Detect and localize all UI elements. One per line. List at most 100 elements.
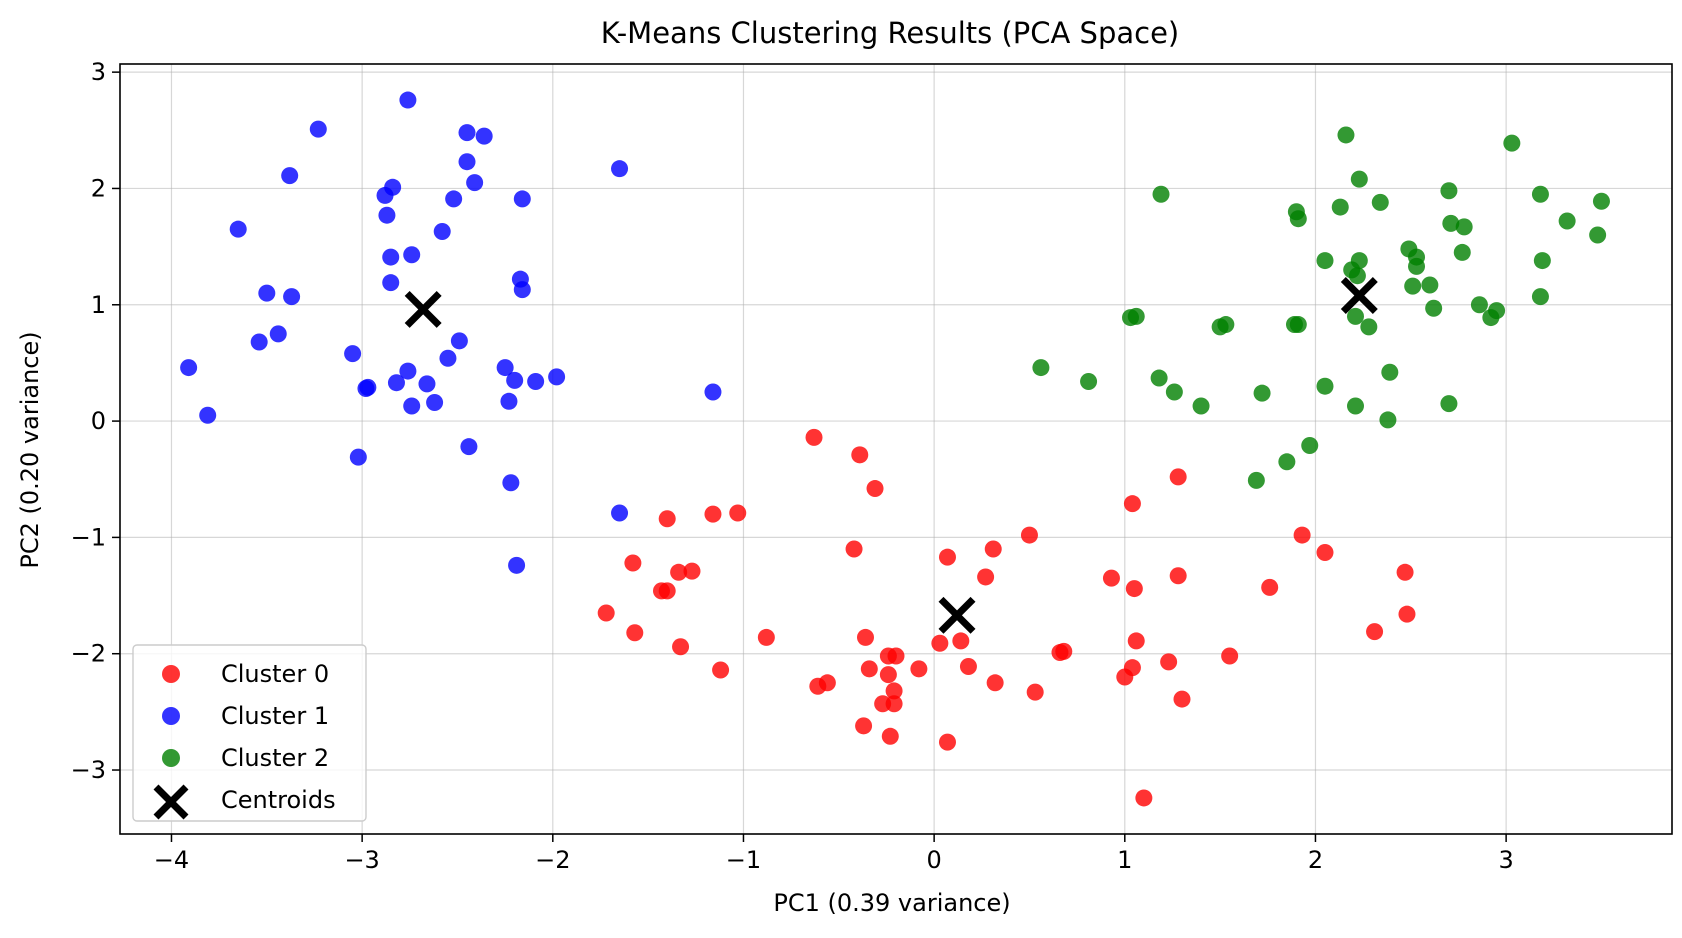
cluster-1-point xyxy=(387,374,405,392)
cluster-0-point xyxy=(1293,526,1311,544)
cluster-0-point xyxy=(1261,578,1279,596)
cluster-1-point xyxy=(344,345,362,363)
cluster-2-point xyxy=(1371,193,1389,211)
cluster-2-point xyxy=(1381,363,1399,381)
cluster-2-point xyxy=(1253,384,1271,402)
cluster-0-point xyxy=(670,563,688,581)
cluster-0-point xyxy=(1160,653,1178,671)
cluster-2-point xyxy=(1247,471,1265,489)
cluster-1-point xyxy=(426,393,444,411)
cluster-1-point xyxy=(450,332,468,350)
cluster-1-point xyxy=(433,222,451,240)
cluster-2-point xyxy=(1425,299,1443,317)
centroid-marker xyxy=(404,290,442,328)
cluster-0-point xyxy=(952,632,970,650)
y-tick-label: 1 xyxy=(91,291,106,319)
cluster-1-point xyxy=(460,438,478,456)
cluster-1-point xyxy=(418,375,436,393)
cluster-0-point xyxy=(1125,580,1143,598)
cluster-0-point xyxy=(805,428,823,446)
cluster-0-point xyxy=(1051,644,1069,662)
cluster-2-point xyxy=(1301,437,1319,455)
cluster-0-point xyxy=(1123,495,1141,513)
cluster-0-point xyxy=(1366,623,1384,641)
y-tick-label: 2 xyxy=(91,174,106,202)
cluster-1-point xyxy=(548,368,566,386)
cluster-2-point xyxy=(1592,192,1610,210)
cluster-2-point xyxy=(1531,288,1549,306)
cluster-2-point xyxy=(1331,198,1349,216)
cluster-2-point xyxy=(1150,369,1168,387)
legend-marker-centroids xyxy=(153,784,189,820)
cluster-1-point xyxy=(382,248,400,266)
cluster-0-point xyxy=(1020,526,1038,544)
cluster-2-point xyxy=(1440,182,1458,200)
legend-marker-cluster-0 xyxy=(162,665,180,683)
cluster-1-point xyxy=(458,153,476,171)
cluster-0-point xyxy=(856,628,874,646)
cluster-2-point xyxy=(1558,212,1576,230)
cluster-2-point xyxy=(1503,134,1521,152)
x-tick-label: 0 xyxy=(926,846,941,874)
cluster-1-point xyxy=(269,325,287,343)
cluster-0-point xyxy=(1026,683,1044,701)
cluster-1-point xyxy=(611,160,629,178)
cluster-1-point xyxy=(527,373,545,391)
cluster-0-point xyxy=(672,638,690,656)
y-tick-label: −2 xyxy=(71,640,106,668)
cluster-0-point xyxy=(1221,647,1239,665)
cluster-2-point xyxy=(1531,185,1549,203)
cluster-0-point xyxy=(910,660,928,678)
cluster-2-point xyxy=(1316,252,1334,270)
cluster-1-point xyxy=(382,274,400,292)
cluster-1-point xyxy=(500,392,518,410)
plot-frame xyxy=(119,63,1673,835)
cluster-2-point xyxy=(1455,218,1473,236)
cluster-0-point xyxy=(959,658,977,676)
legend: Cluster 0 Cluster 1 Cluster 2 Centroids xyxy=(132,644,367,822)
cluster-1-point xyxy=(349,448,367,466)
series-centroids xyxy=(404,276,1378,634)
cluster-1-point xyxy=(513,281,531,299)
cluster-2-point xyxy=(1442,214,1460,232)
cluster-2-point xyxy=(1316,377,1334,395)
cluster-1-point xyxy=(250,333,268,351)
cluster-1-point xyxy=(378,206,396,224)
cluster-1-point xyxy=(403,397,421,415)
cluster-2-point xyxy=(1032,359,1050,377)
centroid-marker xyxy=(1340,276,1378,314)
cluster-2-point xyxy=(1348,267,1366,285)
y-axis-label: PC2 (0.20 variance) xyxy=(16,331,44,568)
cluster-0-point xyxy=(938,733,956,751)
legend-label-centroids: Centroids xyxy=(221,786,336,814)
x-tick-label: 2 xyxy=(1308,846,1323,874)
legend-entry-centroids: Centroids xyxy=(153,784,336,820)
centroid-marker-stroke xyxy=(938,596,976,634)
cluster-0-point xyxy=(658,582,676,600)
cluster-2-point xyxy=(1482,309,1500,327)
legend-marker-cluster-1 xyxy=(162,707,180,725)
cluster-1-point xyxy=(496,359,514,377)
legend-marker-stroke xyxy=(153,784,189,820)
cluster-0-point xyxy=(597,604,615,622)
centroid-marker xyxy=(938,596,976,634)
cluster-2-point xyxy=(1278,453,1296,471)
centroid-marker-stroke xyxy=(1340,276,1378,314)
cluster-1-point xyxy=(508,556,526,574)
cluster-1-point xyxy=(704,383,722,401)
cluster-0-point xyxy=(881,727,899,745)
cluster-0-point xyxy=(986,674,1004,692)
cluster-1-point xyxy=(399,91,417,109)
cluster-0-point xyxy=(855,717,873,735)
cluster-0-point xyxy=(1398,605,1416,623)
cluster-0-point xyxy=(879,666,897,684)
cluster-0-point xyxy=(626,624,644,642)
cluster-1-point xyxy=(180,359,198,377)
cluster-0-point xyxy=(1173,690,1191,708)
cluster-0-point xyxy=(851,446,869,464)
x-tick-label: −2 xyxy=(535,846,570,874)
cluster-0-point xyxy=(1116,668,1134,686)
cluster-0-point xyxy=(729,504,747,522)
cluster-0-point xyxy=(757,628,775,646)
